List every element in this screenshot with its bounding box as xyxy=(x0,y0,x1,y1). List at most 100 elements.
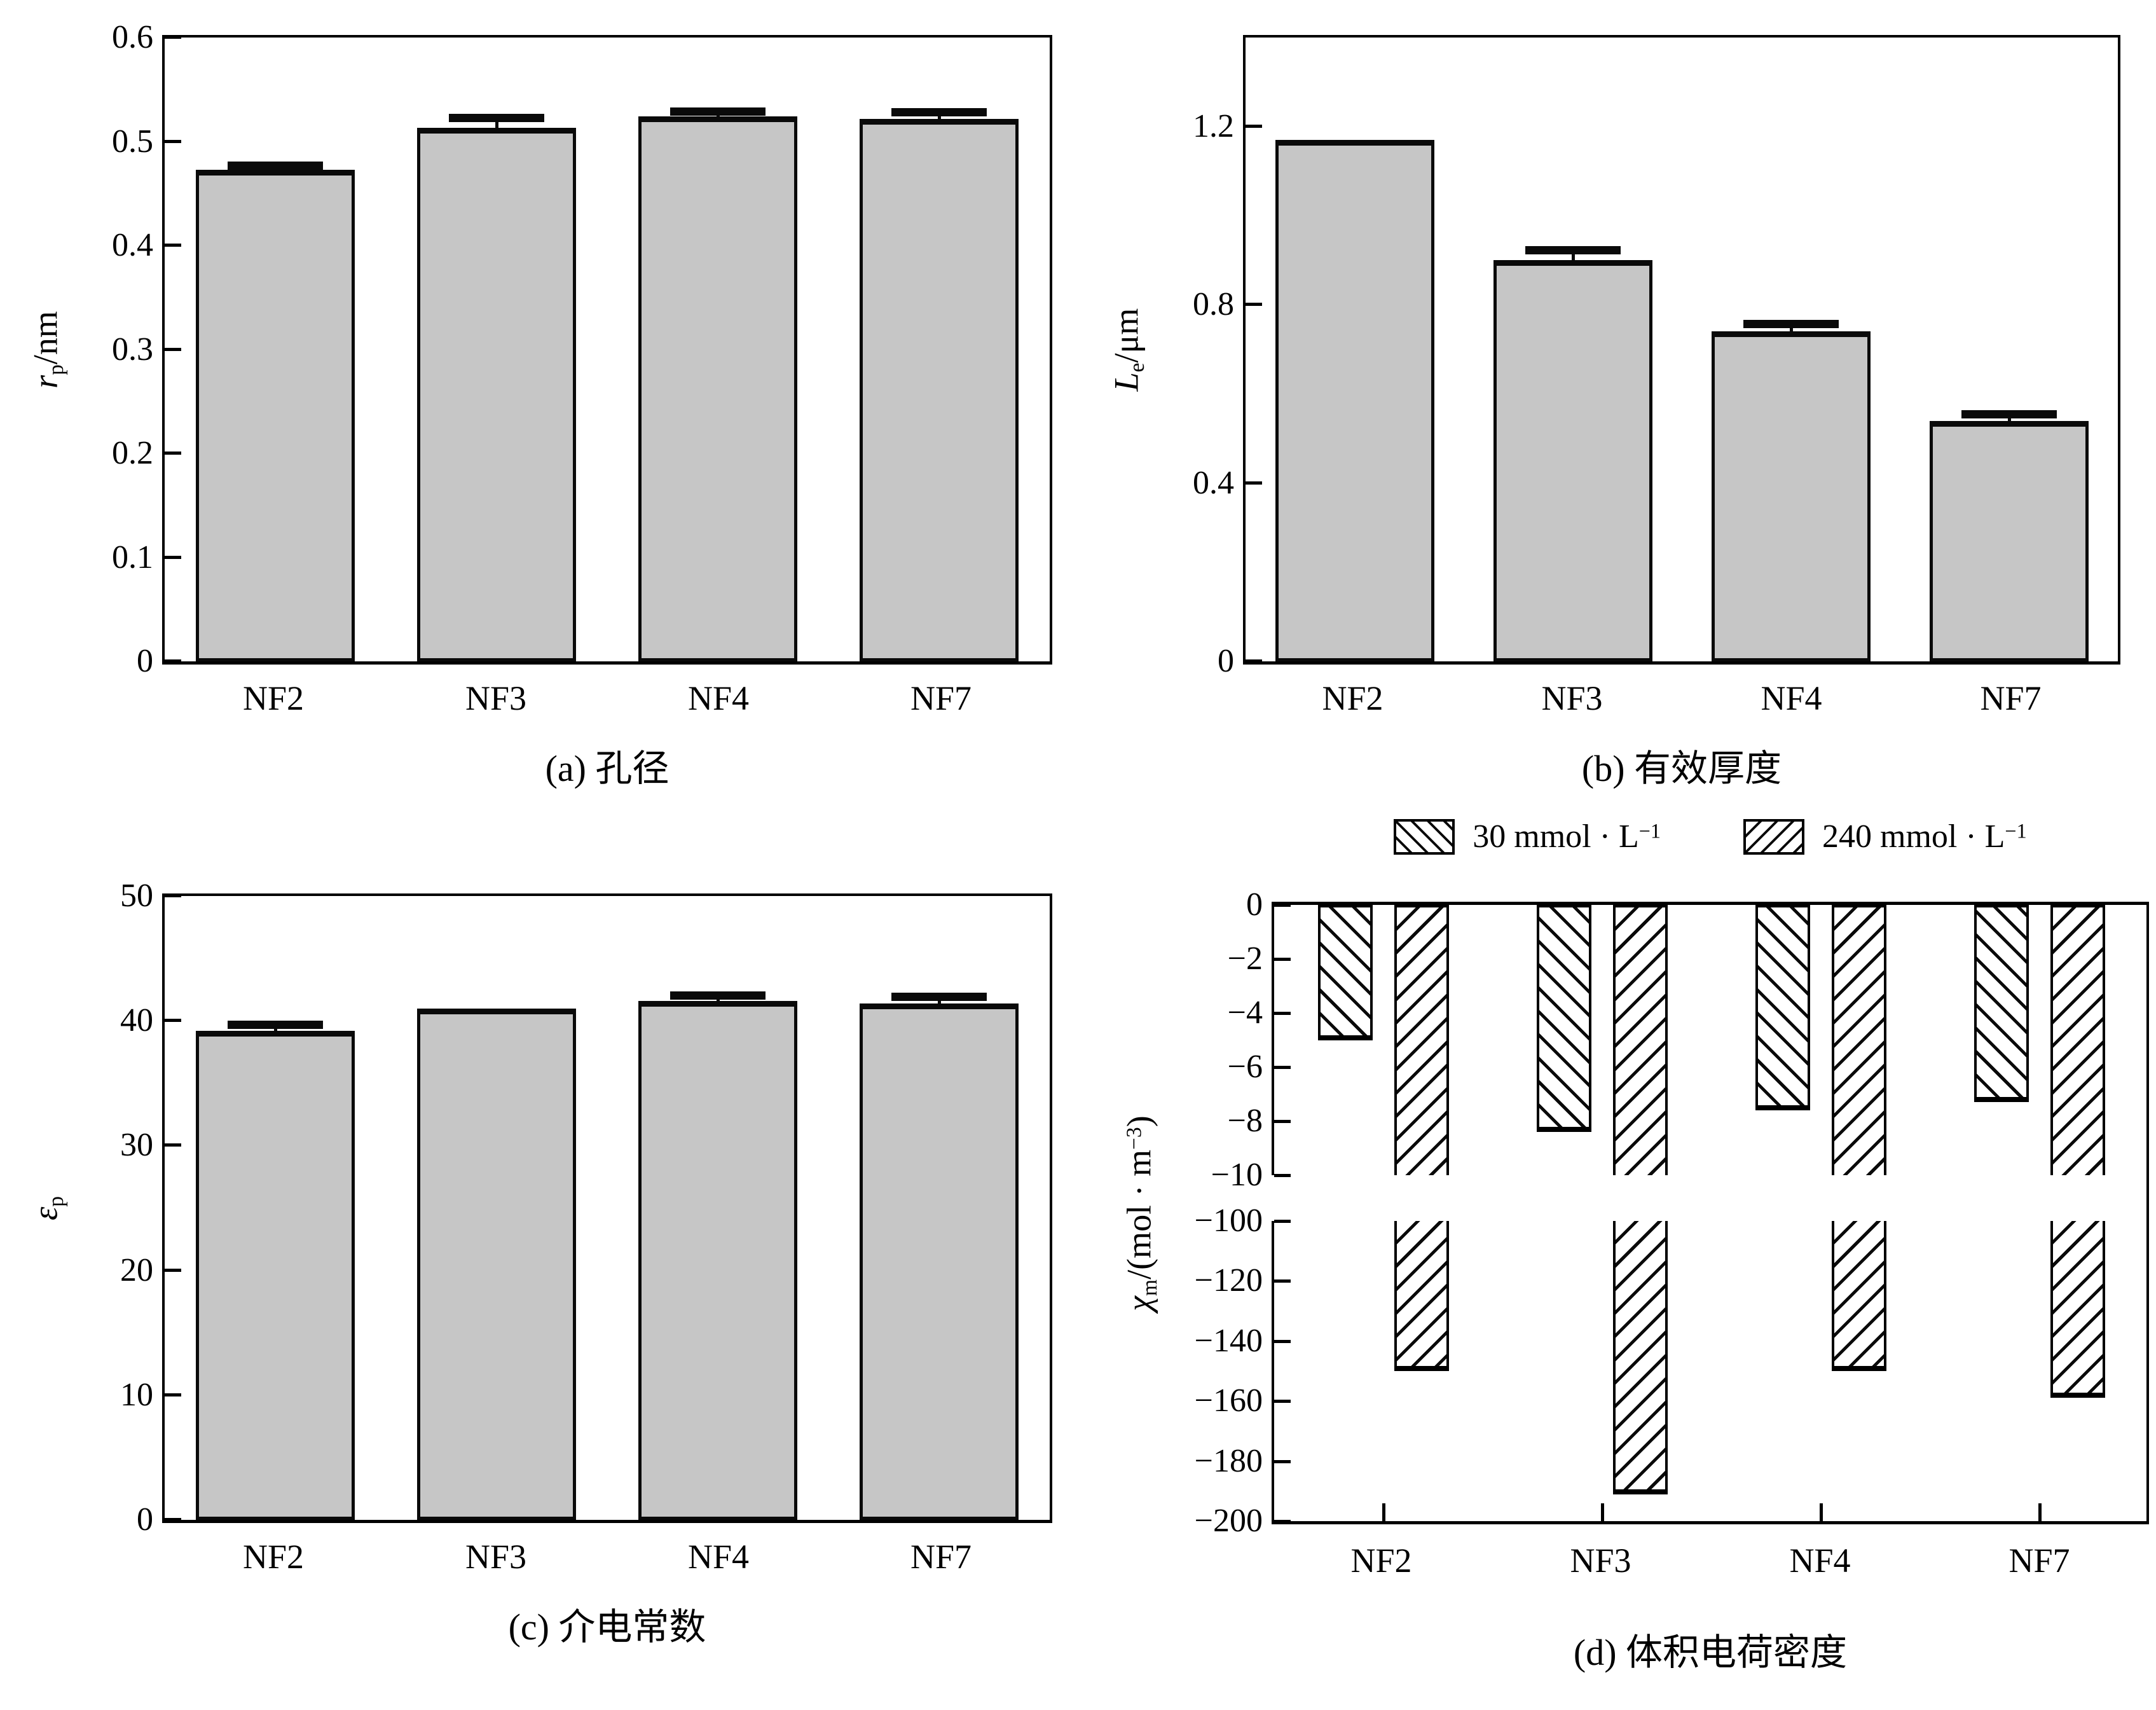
right-spine xyxy=(2146,902,2149,1524)
error-bar-stem xyxy=(1571,251,1575,265)
y-tick-label: 50 xyxy=(120,878,153,914)
error-bar xyxy=(1961,410,2057,425)
error-bar xyxy=(670,107,766,121)
bar-wrap xyxy=(417,1008,576,1520)
y-tick-label: −140 xyxy=(1194,1322,1263,1359)
error-bar-cap xyxy=(891,108,987,117)
y-tick xyxy=(1274,1339,1291,1343)
y-axis-label: rp/nm xyxy=(26,311,68,389)
x-label-NF3: NF3 xyxy=(1541,679,1603,717)
plot-area: 0 10 20 30 40 50 xyxy=(120,879,1052,1536)
x-tick-NF3 xyxy=(1601,1503,1604,1521)
y-tick xyxy=(165,555,181,559)
error-bar-stem xyxy=(274,1026,277,1035)
y-tick-label: 0 xyxy=(137,643,153,679)
bars-row xyxy=(165,38,1050,661)
bar-group-NF3 xyxy=(1493,905,1712,1175)
y-tick xyxy=(165,894,181,897)
bar-group-NF7 xyxy=(1930,1221,2149,1521)
bar-NF2 xyxy=(196,169,355,661)
y-tick xyxy=(1274,1120,1291,1123)
bar-cell xyxy=(607,38,828,661)
x-label-NF7: NF7 xyxy=(2008,1541,2070,1580)
bar-240mmol-NF2-lower-segment xyxy=(1394,1221,1449,1371)
x-label-NF4: NF4 xyxy=(1761,679,1822,717)
y-tick xyxy=(165,139,181,143)
y-tick-label: −8 xyxy=(1227,1103,1263,1139)
legend-item-240mmol: 240 mmol · L−1 xyxy=(1743,819,2027,855)
y-tick xyxy=(165,1393,181,1396)
bar-cell xyxy=(1464,38,1682,661)
bar-cell xyxy=(828,896,1050,1520)
bar-30mmol-NF2 xyxy=(1318,905,1373,1040)
bar-wrap xyxy=(1929,410,2089,661)
bar-cell xyxy=(1682,38,1900,661)
y-tick-label: 0.4 xyxy=(1193,464,1234,501)
y-tick xyxy=(165,244,181,247)
panel-caption: (a) 孔径 xyxy=(545,748,669,789)
x-label-NF2: NF2 xyxy=(242,679,305,717)
y-tick-label: 0.1 xyxy=(112,539,153,576)
y-tick xyxy=(1246,481,1262,485)
y-tick xyxy=(165,36,181,39)
panel-caption: (b) 有效厚度 xyxy=(1581,748,1782,789)
error-bar xyxy=(449,113,544,132)
y-tick-label: −2 xyxy=(1227,941,1263,977)
y-tick-label: 0 xyxy=(137,1501,153,1538)
bar-wrap xyxy=(860,108,1019,661)
error-bar-stem xyxy=(1789,324,1793,336)
y-tick-label: 20 xyxy=(120,1251,153,1288)
bar-240mmol-NF3-lower-segment xyxy=(1613,1221,1668,1494)
bar-cell xyxy=(165,38,386,661)
bar-NF2 xyxy=(196,1030,355,1520)
y-tick-label: −10 xyxy=(1211,1157,1263,1193)
y-tick-label: 0.8 xyxy=(1193,286,1234,323)
error-bar-cap xyxy=(1525,246,1621,255)
y-tick-label: 30 xyxy=(120,1127,153,1164)
y-tick-label: 40 xyxy=(120,1002,153,1039)
x-label-NF3: NF3 xyxy=(465,679,527,717)
y-tick xyxy=(1274,1400,1291,1403)
x-label-NF2: NF2 xyxy=(1350,1541,1412,1580)
y-tick-label: −120 xyxy=(1194,1262,1263,1299)
legend-swatch-backslash-hatch xyxy=(1394,819,1455,855)
bars-row xyxy=(1246,38,2118,661)
error-bar xyxy=(891,992,987,1007)
x-label-NF4: NF4 xyxy=(1789,1541,1851,1580)
error-bar-cap xyxy=(891,992,987,1001)
bar-240mmol-NF7-lower-segment xyxy=(2050,1221,2105,1398)
y-tick xyxy=(1274,1174,1291,1177)
bar-wrap xyxy=(1493,246,1652,661)
error-bar-stem xyxy=(274,166,277,174)
y-tick-label: −4 xyxy=(1227,995,1263,1031)
x-category-labels: NF2 NF3 NF4 NF7 xyxy=(1272,1541,2149,1580)
bar-cell xyxy=(607,896,828,1520)
error-bar xyxy=(1525,246,1621,265)
y-tick-label: 0.2 xyxy=(112,435,153,471)
error-bar xyxy=(670,991,766,1005)
x-label-NF3: NF3 xyxy=(465,1538,527,1576)
error-bar-stem xyxy=(717,996,720,1005)
y-tick-label: −200 xyxy=(1194,1503,1263,1539)
bar-wrap xyxy=(1275,140,1434,661)
legend-swatch-slash-hatch xyxy=(1743,819,1804,855)
y-tick xyxy=(165,452,181,455)
bar-240mmol-NF3-upper-segment xyxy=(1613,905,1668,1175)
bar-cell xyxy=(1900,38,2118,661)
plot-area: 0 0.4 0.8 1.2 xyxy=(1193,35,2120,678)
y-tick-label: 0 xyxy=(1246,886,1263,923)
error-bar-stem xyxy=(938,113,941,123)
y-tick xyxy=(165,1143,181,1147)
bars-row-upper xyxy=(1274,905,2149,1175)
error-bar-cap xyxy=(228,1021,323,1030)
bar-cell xyxy=(828,38,1050,661)
y-tick xyxy=(1274,958,1291,961)
y-tick-label: −160 xyxy=(1194,1382,1263,1419)
bar-30mmol-NF4 xyxy=(1755,905,1810,1110)
bar-30mmol-NF7 xyxy=(1974,905,2029,1103)
y-axis-label: χm/(mol · m−3) xyxy=(1120,1115,1162,1311)
bar-NF7 xyxy=(860,118,1019,661)
